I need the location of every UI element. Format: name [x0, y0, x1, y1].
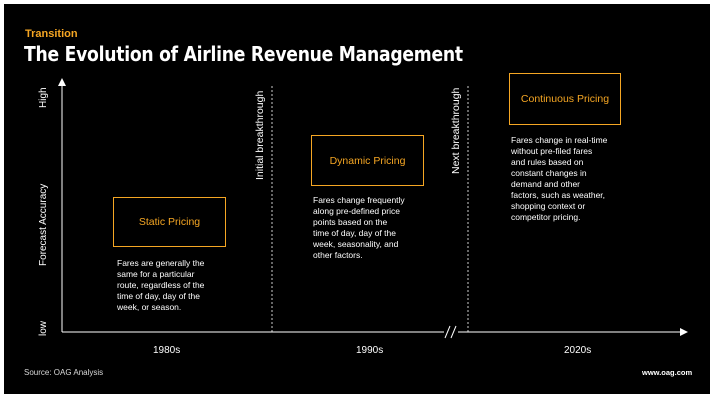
y-axis-low-label: low	[38, 320, 49, 336]
x-axis-arrow	[680, 328, 688, 336]
dynamic-pricing-box: Dynamic Pricing	[311, 135, 424, 186]
page-title: The Evolution of Airline Revenue Managem…	[24, 42, 463, 66]
y-axis-arrow	[58, 78, 66, 86]
stage-name: Static Pricing	[138, 216, 201, 228]
section-kicker: Transition	[25, 28, 78, 40]
static-pricing-description: Fares are generally the same for a parti…	[117, 258, 205, 312]
next-breakthrough-label: Next breakthrough	[450, 87, 462, 174]
slide: Transition The Evolution of Airline Reve…	[4, 4, 710, 394]
stage-name: Continuous Pricing	[520, 93, 610, 105]
timeline-axes	[58, 78, 688, 339]
era-label-1990s: 1990s	[356, 345, 384, 356]
initial-breakthrough-label: Initial breakthrough	[254, 90, 266, 180]
y-axis-title: Forecast Accuracy	[38, 183, 49, 266]
axis-break-mark-1	[444, 325, 451, 339]
y-axis-high-label: High	[38, 87, 49, 108]
era-label-2020s: 2020s	[564, 345, 592, 356]
static-pricing-box: Static Pricing	[113, 197, 226, 247]
continuous-pricing-description: Fares change in real-time without pre-fi…	[511, 135, 608, 222]
website-link[interactable]: www.oag.com	[642, 368, 693, 377]
continuous-pricing-box: Continuous Pricing	[509, 73, 621, 125]
axis-break-mark-2	[450, 325, 457, 339]
dynamic-pricing-description: Fares change frequently along pre-define…	[313, 195, 405, 260]
source-note: Source: OAG Analysis	[24, 368, 104, 377]
era-label-1980s: 1980s	[153, 345, 181, 356]
stage-name: Dynamic Pricing	[329, 154, 406, 167]
